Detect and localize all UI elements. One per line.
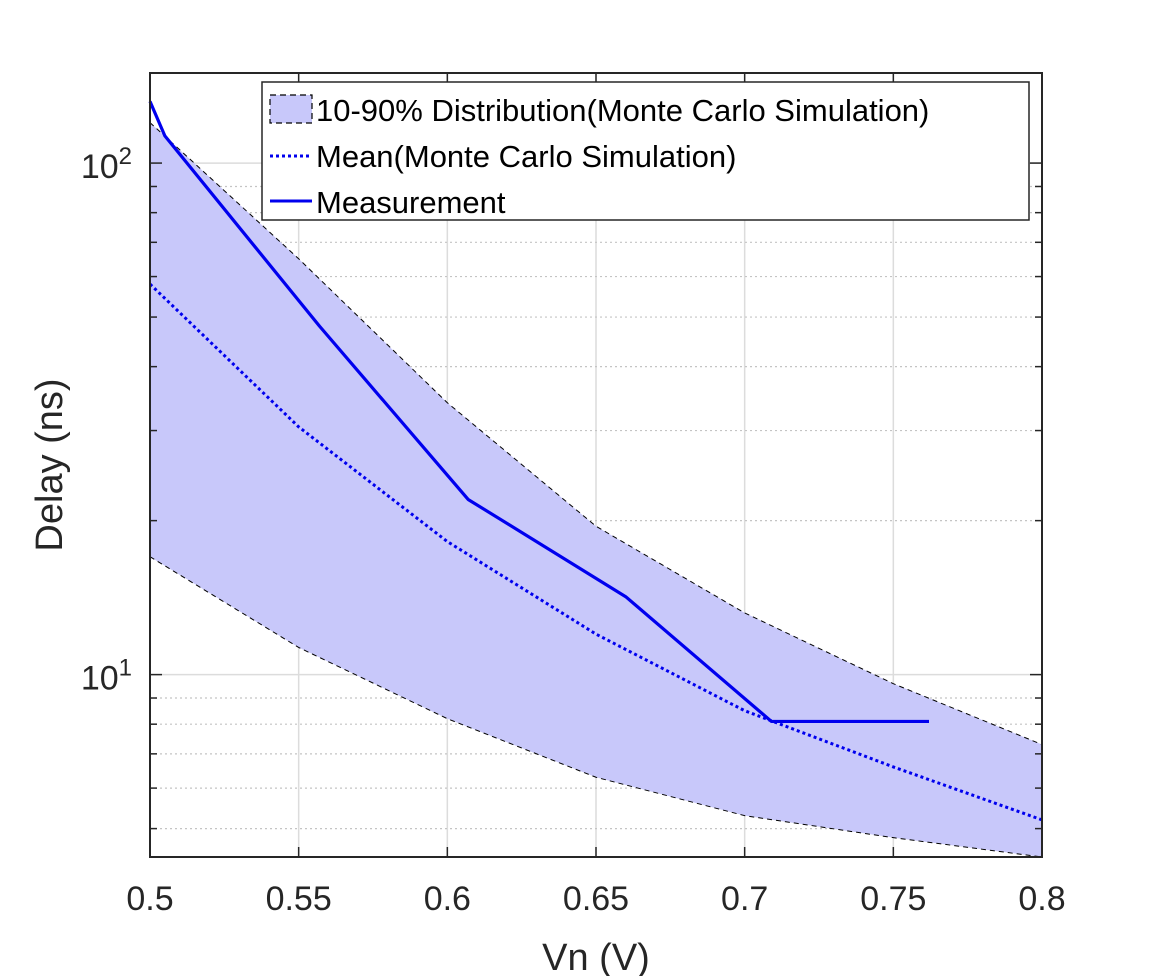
x-tick-label: 0.7	[721, 880, 768, 918]
x-tick-label: 0.75	[860, 880, 926, 918]
distribution-band-layer	[149, 122, 1043, 858]
series-lines-layer	[148, 100, 1043, 822]
y-tick-label: 102	[81, 143, 132, 186]
legend-box	[261, 81, 1030, 221]
x-axis-label: Vn (V)	[542, 937, 650, 976]
legend-label-measurement: Measurement	[316, 185, 506, 220]
y-axis-label: Delay (ns)	[29, 378, 71, 551]
y-tick-labels: 101 102	[81, 143, 132, 698]
x-tick-label: 0.5	[126, 880, 173, 918]
distribution-band-lower-edge	[149, 556, 1043, 858]
x-tick-label: 0.8	[1018, 880, 1065, 918]
axis-ticks	[149, 73, 1043, 857]
x-tick-label: 0.55	[266, 880, 332, 918]
legend-label-distribution: 10-90% Distribution(Monte Carlo Simulati…	[316, 93, 929, 128]
distribution-band-fill	[150, 122, 1042, 857]
legend-label-mean: Mean(Monte Carlo Simulation)	[316, 139, 736, 174]
y-tick-label: 101	[81, 655, 132, 698]
x-tick-label: 0.65	[563, 880, 629, 918]
distribution-band-upper-edge	[149, 122, 1043, 745]
legend-swatch-distribution	[269, 94, 313, 124]
legend: 10-90% Distribution(Monte Carlo Simulati…	[261, 81, 1030, 221]
x-tick-label: 0.6	[424, 880, 471, 918]
mean-series-line	[148, 283, 1043, 822]
measurement-series-line	[148, 100, 930, 724]
x-tick-labels: 0.5 0.55 0.6 0.65 0.7 0.75 0.8	[126, 880, 1065, 918]
